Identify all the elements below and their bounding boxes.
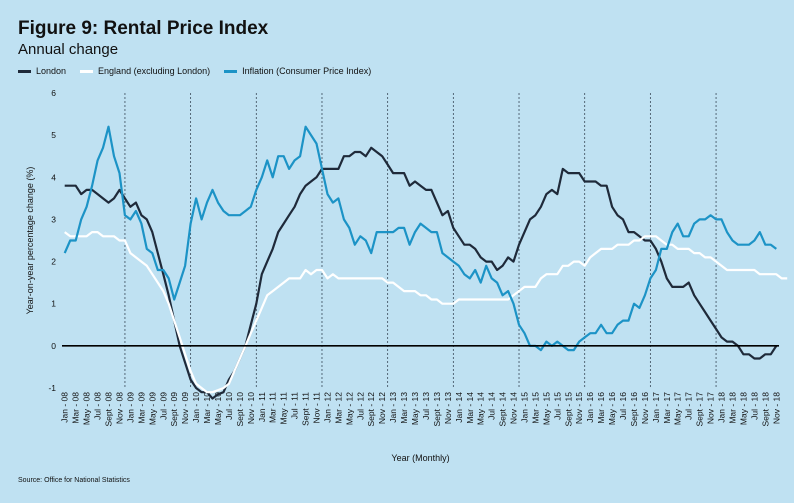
x-tick-label: Sept - 08 <box>104 392 114 427</box>
x-tick-label: Sept - 12 <box>366 392 376 427</box>
legend-item-england: England (excluding London) <box>80 66 210 76</box>
x-tick-label: Jul - 12 <box>355 392 365 420</box>
x-tick-label: Jan - 10 <box>191 392 201 423</box>
x-tick-label: Jan - 13 <box>388 392 398 423</box>
legend: London England (excluding London) Inflat… <box>18 66 371 76</box>
legend-swatch-london <box>18 69 31 73</box>
y-tick-label: 2 <box>51 257 56 267</box>
x-tick-label: Sept - 10 <box>235 392 245 427</box>
y-tick-label: 5 <box>51 130 56 140</box>
x-tick-label: Nov - 16 <box>640 392 650 424</box>
series-line-inflation <box>63 125 777 352</box>
x-tick-label: Sept - 15 <box>563 392 573 427</box>
x-tick-label: Nov - 14 <box>509 392 519 424</box>
x-tick-label: Jan - 08 <box>60 392 70 423</box>
x-tick-label: Nov - 18 <box>771 392 781 424</box>
x-tick-label: May - 13 <box>410 392 420 425</box>
x-tick-label: Jan - 18 <box>717 392 727 423</box>
x-tick-label: Nov - 13 <box>443 392 453 424</box>
x-tick-label: Jan - 11 <box>257 392 267 422</box>
legend-label-england: England (excluding London) <box>98 66 211 76</box>
x-tick-label: Jan - 14 <box>454 392 464 423</box>
x-tick-label: Mar - 10 <box>202 392 212 424</box>
x-tick-label: Sept - 13 <box>432 392 442 427</box>
y-tick-label: -1 <box>48 383 56 393</box>
x-tick-label: May - 14 <box>476 392 486 425</box>
x-tick-label: Jan - 09 <box>125 392 135 423</box>
series-line-london <box>64 146 778 400</box>
series-line-england <box>64 231 788 394</box>
legend-swatch-inflation <box>224 69 238 73</box>
x-tick-label: Nov - 11 <box>312 392 322 424</box>
legend-label-london: London <box>36 66 67 76</box>
x-tick-label: May - 16 <box>607 392 617 425</box>
y-tick-label: 6 <box>51 88 56 98</box>
x-tick-label: Sept - 18 <box>760 392 770 427</box>
x-tick-label: Mar - 08 <box>71 392 81 424</box>
x-tick-label: Jul - 09 <box>158 392 168 420</box>
x-tick-label: Sept - 11 <box>301 392 311 426</box>
source-note: Source: Office for National Statistics <box>18 477 130 484</box>
chart-subtitle: Annual change <box>18 41 119 58</box>
legend-label-inflation: Inflation (Consumer Price Index) <box>242 66 372 76</box>
x-axis-title: Year (Monthly) <box>391 453 449 463</box>
x-tick-label: Mar - 11 <box>268 392 278 423</box>
y-tick-label: 4 <box>51 172 56 182</box>
x-tick-label: May - 11 <box>279 392 289 425</box>
x-tick-label: Mar - 12 <box>333 392 343 424</box>
x-tick-label: Jul - 11 <box>290 392 300 420</box>
x-tick-label: Nov - 17 <box>706 392 716 424</box>
x-tick-label: May - 17 <box>673 392 683 425</box>
x-tick-label: Sept - 14 <box>498 392 508 427</box>
x-tick-label: Mar - 17 <box>662 392 672 424</box>
x-tick-label: Mar - 15 <box>530 392 540 424</box>
legend-item-london: London <box>18 66 66 76</box>
x-tick-label: May - 18 <box>738 392 748 425</box>
x-tick-label: Mar - 18 <box>727 392 737 424</box>
x-tick-label: Nov - 15 <box>574 392 584 424</box>
x-tick-label: Mar - 09 <box>136 392 146 424</box>
y-tick-label: 1 <box>51 299 56 309</box>
x-tick-label: Nov - 12 <box>377 392 387 424</box>
x-tick-label: Mar - 13 <box>399 392 409 424</box>
y-tick-label: 3 <box>51 214 56 224</box>
x-tick-label: Sept - 16 <box>629 392 639 427</box>
x-tick-label: Nov - 08 <box>114 392 124 424</box>
x-tick-label: Jul - 17 <box>684 392 694 420</box>
x-tick-label: Mar - 14 <box>465 392 475 424</box>
x-tick-label: Jul - 14 <box>487 392 497 420</box>
y-axis-title: Year-on-year percentage change (%) <box>25 167 35 315</box>
x-tick-label: May - 12 <box>344 392 354 425</box>
x-tick-label: Jan - 16 <box>585 392 595 423</box>
x-tick-label: Jul - 08 <box>93 392 103 420</box>
legend-item-inflation: Inflation (Consumer Price Index) <box>224 66 371 76</box>
x-tick-label: Nov - 10 <box>246 392 256 424</box>
x-tick-label: Jul - 18 <box>749 392 759 420</box>
x-tick-label: May - 15 <box>541 392 551 425</box>
x-tick-label: May - 09 <box>147 392 157 425</box>
x-tick-label: Jul - 10 <box>224 392 234 420</box>
chart-title: Figure 9: Rental Price Index <box>18 18 269 39</box>
x-tick-label: Jul - 16 <box>618 392 628 420</box>
x-tick-label: Jan - 12 <box>322 392 332 423</box>
legend-swatch-england <box>80 69 94 73</box>
x-tick-label: May - 10 <box>213 392 223 425</box>
x-tick-label: Mar - 16 <box>596 392 606 424</box>
x-tick-label: Jul - 15 <box>552 392 562 420</box>
x-tick-label: Nov - 09 <box>180 392 190 424</box>
x-tick-label: May - 08 <box>82 392 92 425</box>
x-tick-label: Sept - 17 <box>695 392 705 427</box>
x-tick-label: Jan - 17 <box>651 392 661 423</box>
y-tick-label: 0 <box>51 341 56 351</box>
x-tick-label: Sept - 09 <box>169 392 179 427</box>
x-tick-label: Jan - 15 <box>519 392 529 423</box>
x-tick-label: Jul - 13 <box>421 392 431 420</box>
